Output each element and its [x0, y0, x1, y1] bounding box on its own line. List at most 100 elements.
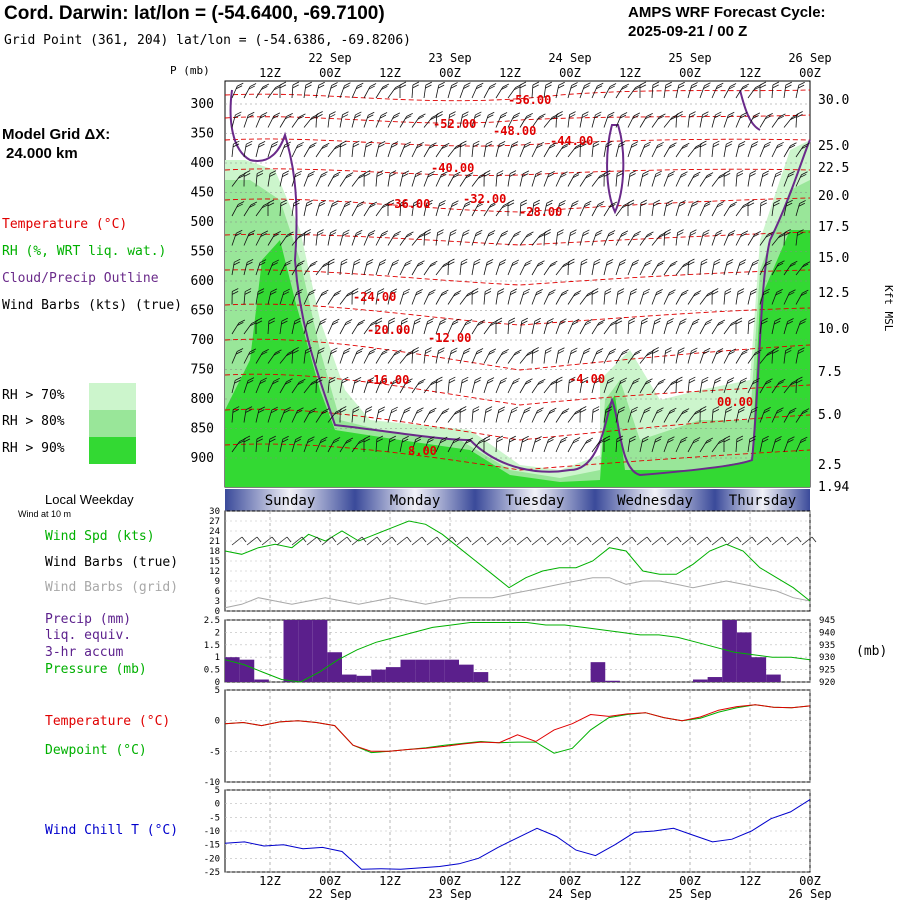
wind-barb — [603, 351, 611, 364]
pressure-tick-label: 800 — [191, 392, 214, 407]
wind-barb-feather — [726, 261, 733, 266]
wind-barb-feather — [502, 83, 510, 88]
wind-barb-feather — [723, 435, 731, 440]
wind-barb-feather — [489, 83, 497, 87]
wind-barb-feather — [404, 407, 411, 411]
surface-wind-barb-feather — [631, 536, 637, 543]
wind-barb-feather — [477, 175, 485, 179]
wind-barb-feather — [299, 113, 306, 118]
wind-barb-feather — [715, 111, 722, 116]
wind-barb — [243, 115, 249, 128]
local-weekday-label: Local Weekday — [45, 492, 134, 507]
wind-barb — [531, 350, 534, 364]
wind-barb-feather — [693, 318, 700, 323]
temperature-contour — [224, 138, 811, 147]
wind-barb-feather — [308, 144, 316, 149]
wind-barb-feather — [596, 203, 603, 208]
temperature-contour — [224, 443, 811, 471]
wind-barb-feather — [774, 317, 781, 322]
wind-barb-feather — [741, 204, 749, 209]
wind-barb-feather — [586, 172, 594, 176]
wind-barb — [735, 233, 743, 246]
wind-barb-feather — [803, 261, 811, 266]
wind-barb-feather — [714, 377, 722, 381]
wind-barb-feather — [431, 379, 439, 384]
wind-barb — [483, 291, 486, 305]
wind-barb — [687, 350, 692, 364]
temperature-contour — [224, 338, 811, 371]
wind-barb-feather — [643, 288, 650, 293]
wind-barb-feather — [598, 319, 606, 324]
wind-barb — [423, 292, 430, 305]
wind-barb-feather — [772, 350, 779, 354]
wind-barb-feather — [581, 379, 588, 384]
wind-barb-feather — [597, 201, 605, 205]
wind-barb-feather — [705, 440, 712, 444]
wind-barb — [591, 233, 597, 246]
wind-barb-feather — [343, 229, 350, 234]
wind-barb-feather — [245, 406, 253, 411]
wind-barb — [795, 203, 800, 217]
wind-barb-feather — [736, 438, 743, 443]
wind-barb-feather — [436, 376, 443, 381]
wind-barb — [627, 115, 635, 128]
wind-barb — [759, 291, 765, 305]
wind-barb-feather — [428, 171, 435, 175]
cloud-outline-path — [229, 89, 811, 477]
wind-barb — [567, 114, 570, 128]
wind-barb-feather — [582, 232, 589, 237]
wind-barb — [399, 144, 406, 158]
wind-barb-feather — [462, 111, 469, 116]
wind-barb — [687, 440, 695, 453]
wind-barb-feather — [761, 317, 768, 322]
pressure-tick-label: 600 — [191, 274, 214, 289]
wind-barb — [363, 351, 371, 364]
wind-barb-feather — [797, 350, 805, 354]
wind-barb — [471, 351, 478, 364]
pressure-tick-label: 500 — [191, 215, 214, 230]
wind-barb — [735, 380, 742, 394]
wind-barb — [795, 114, 798, 128]
legend-cloud: Cloud/Precip Outline — [2, 271, 159, 286]
wind-barb — [507, 115, 515, 128]
bottom-hour-label: 00Z — [559, 874, 581, 888]
pressure-tick-label: 900 — [191, 451, 214, 466]
wind-barb-feather — [738, 409, 745, 413]
wind-barb-feather — [234, 379, 241, 384]
wind-barb — [267, 321, 270, 335]
wind-barb-feather — [341, 114, 349, 118]
wind-barb-feather — [688, 379, 696, 384]
wind-barb-feather — [616, 438, 623, 443]
wind-barb-feather — [284, 380, 292, 385]
wind-barb-feather — [797, 232, 804, 236]
wind-barb — [603, 115, 609, 128]
wind-barb — [555, 203, 560, 217]
wind-barb-feather — [323, 142, 330, 147]
wind-barb-feather — [256, 173, 264, 177]
wind-barb-feather — [607, 232, 615, 237]
wind-barb-feather — [376, 170, 384, 174]
wind-barb — [375, 144, 380, 158]
wind-barb-feather — [670, 116, 677, 120]
wind-barb-feather — [788, 144, 796, 149]
wind-barb — [495, 173, 498, 187]
wind-barb-feather — [400, 199, 408, 204]
wind-barb-feather — [671, 379, 679, 384]
wind-barb-feather — [320, 173, 327, 178]
temperature-contour-label: -4.00 — [569, 372, 605, 386]
wind-barb-feather — [608, 111, 615, 116]
wind-barb-feather — [643, 409, 650, 414]
wind-barb — [459, 114, 463, 128]
wind-barb-feather — [640, 199, 648, 204]
wind-barb-feather — [281, 317, 288, 322]
wind-barb-feather — [539, 113, 546, 118]
wind-barb — [363, 144, 367, 158]
wind-barb — [627, 321, 630, 335]
wind-barb-feather — [776, 289, 783, 293]
wind-barb-feather — [235, 111, 242, 116]
wind-barb — [327, 440, 335, 453]
wind-barb-feather — [461, 114, 469, 118]
wind-barb-feather — [730, 201, 738, 206]
wind-barb-feather — [561, 171, 568, 176]
wind-barb — [231, 204, 239, 217]
